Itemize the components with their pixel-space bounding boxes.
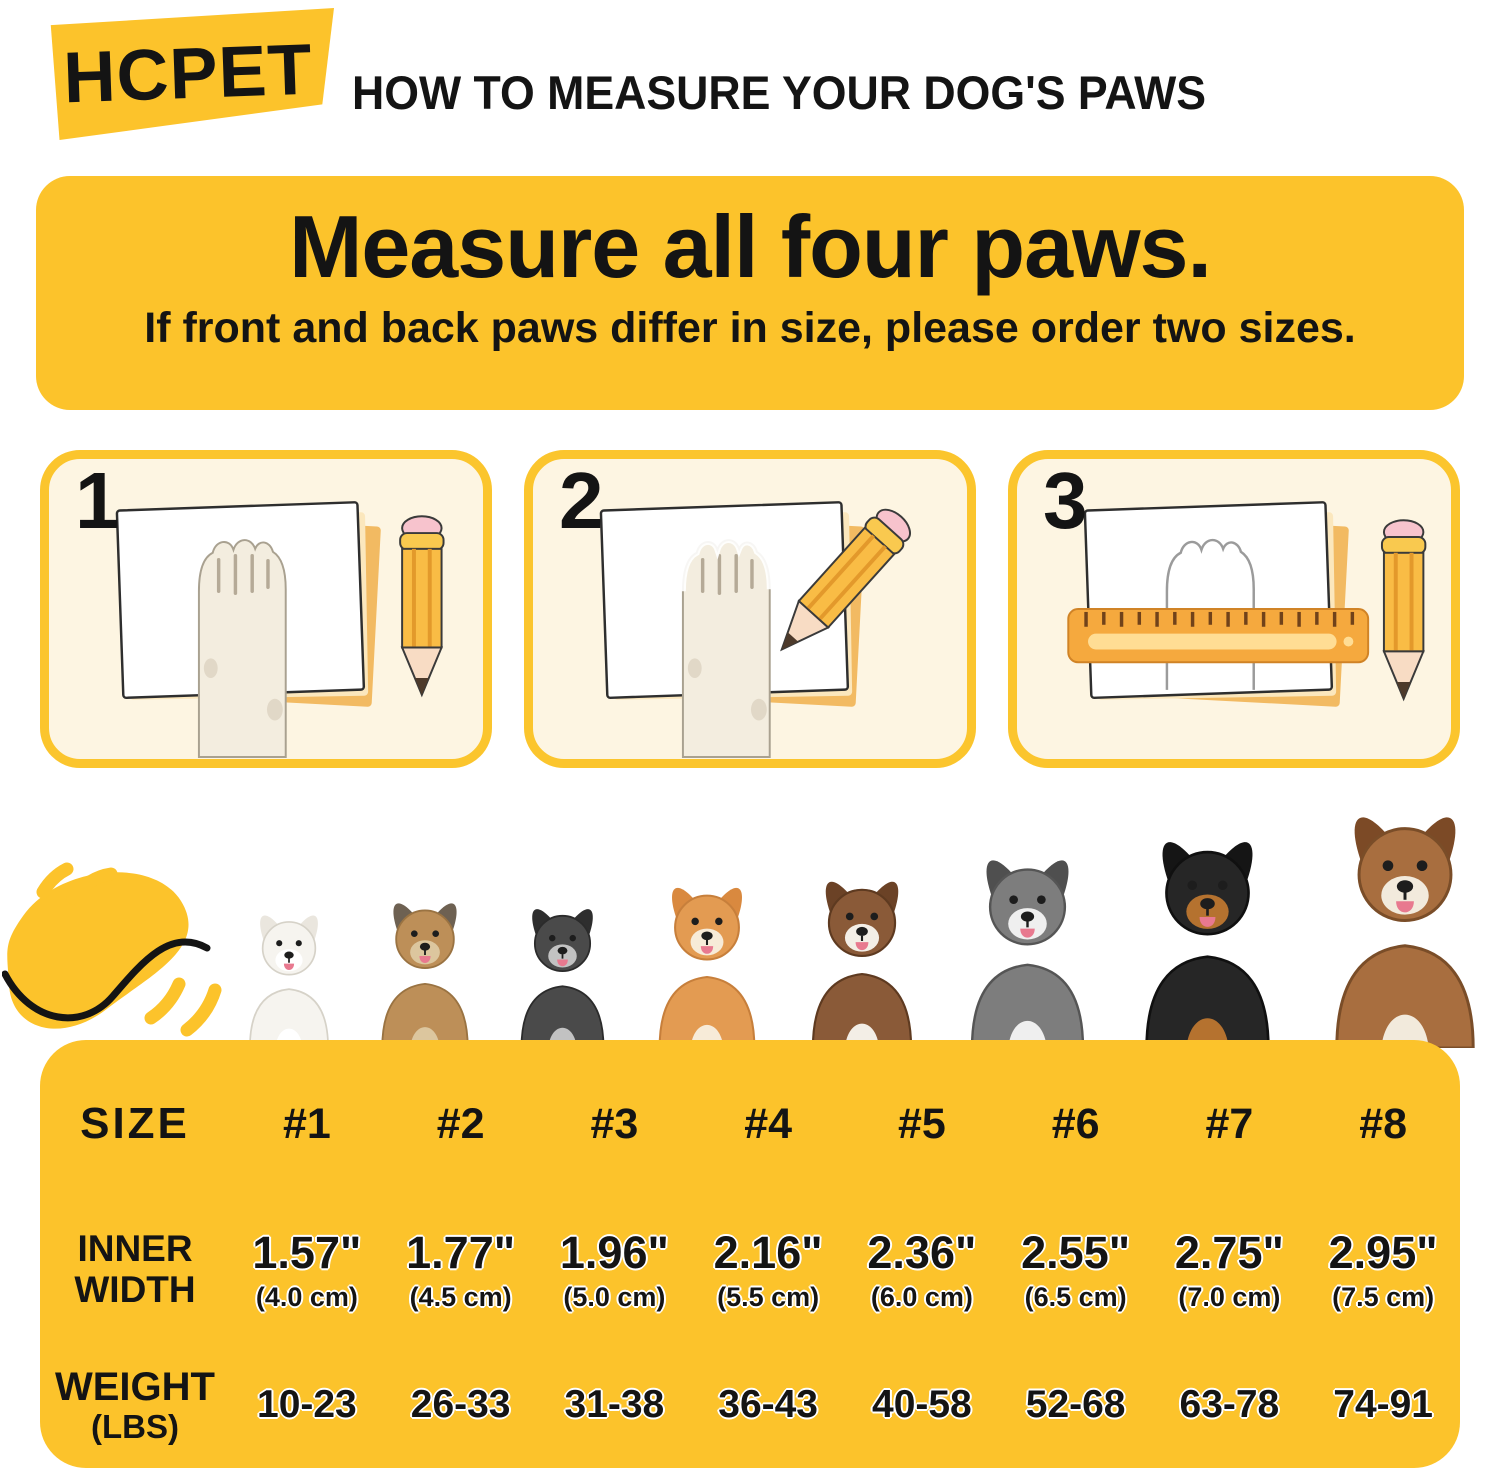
size-chart: SIZE #1 #2 #3 #4 #5 #6 #7 #8 INNER WIDTH… (40, 1040, 1460, 1468)
dog-australian-shepherd (798, 866, 926, 1048)
inner-width-col-6: 2.55" (6.5 cm) (1021, 1227, 1131, 1312)
size-col-4: #4 (744, 1099, 793, 1148)
inner-width-col-4: 2.16" (5.5 cm) (713, 1227, 823, 1312)
instruction-banner: Measure all four paws. If front and back… (36, 176, 1464, 410)
brand-logo-text: HCPET (62, 29, 314, 119)
size-col-7: #7 (1205, 1099, 1254, 1148)
inner-width-col-1: 1.57" (4.0 cm) (252, 1227, 362, 1312)
step-2-number: 2 (559, 456, 604, 545)
banner-heading: Measure all four paws. (289, 197, 1212, 296)
size-col-6: #6 (1051, 1099, 1100, 1148)
dog-rottweiler (1128, 823, 1287, 1048)
weight-col-8: 74-91 (1333, 1383, 1433, 1426)
dog-yorkshire-terrier (369, 890, 481, 1048)
inner-width-col-5: 2.36" (6.0 cm) (867, 1227, 977, 1312)
step-3-number: 3 (1043, 456, 1088, 545)
inner-width-col-2: 1.77" (4.5 cm) (406, 1227, 516, 1312)
size-row-label: SIZE (80, 1099, 190, 1148)
banner-subheading: If front and back paws differ in size, p… (144, 304, 1356, 352)
weight-col-3: 31-38 (564, 1383, 665, 1426)
size-col-2: #2 (436, 1099, 485, 1148)
inner-width-row-label: INNER WIDTH (74, 1228, 196, 1310)
weight-col-2: 26-33 (410, 1383, 511, 1426)
size-col-1: #1 (282, 1099, 331, 1148)
weight-col-7: 63-78 (1179, 1383, 1280, 1426)
trace-paw-with-pencil-illustration (599, 500, 920, 759)
dog-alaskan-malamute (955, 843, 1100, 1048)
inner-width-col-7: 2.75" (7.0 cm) (1174, 1227, 1284, 1312)
ruler-measure-illustration (1067, 500, 1428, 709)
dog-miniature-schnauzer (509, 896, 616, 1048)
weight-col-6: 52-68 (1025, 1383, 1126, 1426)
dog-lineup (238, 792, 1494, 1048)
brand-logo: HCPET (42, 8, 334, 140)
inner-width-col-8: 2.95" (7.5 cm) (1328, 1227, 1438, 1312)
dog-saint-bernard (1316, 796, 1494, 1048)
inner-width-col-3: 1.96" (5.0 cm) (559, 1227, 669, 1312)
paw-swoosh-decoration (2, 862, 222, 1037)
page-title: HOW TO MEASURE YOUR DOG'S PAWS (352, 66, 1207, 120)
size-col-3: #3 (590, 1099, 639, 1148)
ruler-icon (1067, 608, 1370, 664)
dog-bichon-frise (238, 903, 340, 1048)
step-card-3: 3 (1008, 450, 1460, 768)
steps-row: 1 2 3 (40, 450, 1460, 768)
step-1-number: 1 (75, 456, 120, 545)
weight-col-4: 36-43 (718, 1383, 818, 1426)
weight-col-5: 40-58 (872, 1383, 972, 1426)
weight-col-1: 10-23 (257, 1383, 357, 1426)
step-card-1: 1 (40, 450, 492, 768)
dog-shiba-inu (645, 873, 769, 1048)
weight-row-label: WEIGHT (LBS) (55, 1364, 215, 1445)
size-col-8: #8 (1359, 1099, 1408, 1148)
size-col-5: #5 (897, 1099, 946, 1148)
step-card-2: 2 (524, 450, 976, 768)
